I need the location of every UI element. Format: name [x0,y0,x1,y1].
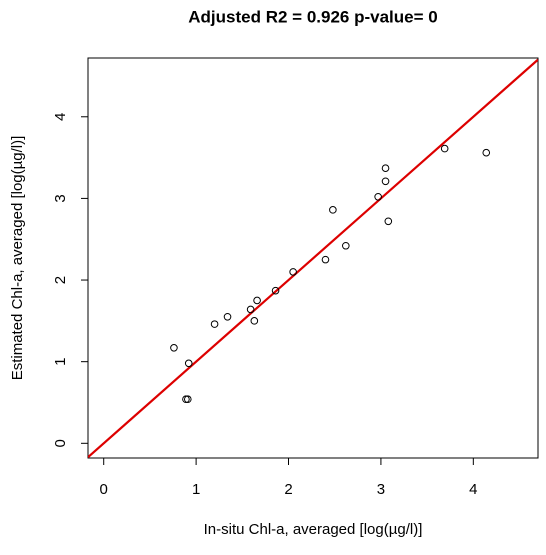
point [246,305,255,314]
x-tick-label: 1 [192,481,200,498]
reference-line [88,58,538,458]
point [183,395,192,404]
point [342,241,350,250]
point [184,359,193,368]
point [329,206,337,214]
x-tick-label: 3 [377,481,385,498]
reference-line-group [88,58,538,458]
point [289,268,297,276]
x-tick-label: 0 [100,481,108,498]
point [321,255,330,264]
point [271,286,280,295]
point [210,320,219,328]
point [374,192,382,201]
y-tick-label: 1 [52,358,69,366]
y-tick-label: 0 [52,439,69,447]
y-tick-label: 3 [52,194,69,202]
point [223,312,232,321]
point [253,296,261,305]
x-tick-label: 2 [284,481,292,498]
point [381,177,390,186]
chart-title: Adjusted R2 = 0.926 p-value= 0 [188,7,437,26]
y-axis-label: Estimated Chl-a, averaged [log(µg/l)] [9,136,26,381]
point [381,164,390,173]
point [250,317,259,325]
y-tick-label: 4 [52,113,69,121]
point [482,148,491,157]
x-tick-label: 4 [469,481,477,498]
point [170,343,178,352]
x-axis-label: In-situ Chl-a, averaged [log(µg/l)] [204,521,423,538]
point [384,217,393,226]
y-tick-label: 2 [52,276,69,284]
point [440,144,449,153]
